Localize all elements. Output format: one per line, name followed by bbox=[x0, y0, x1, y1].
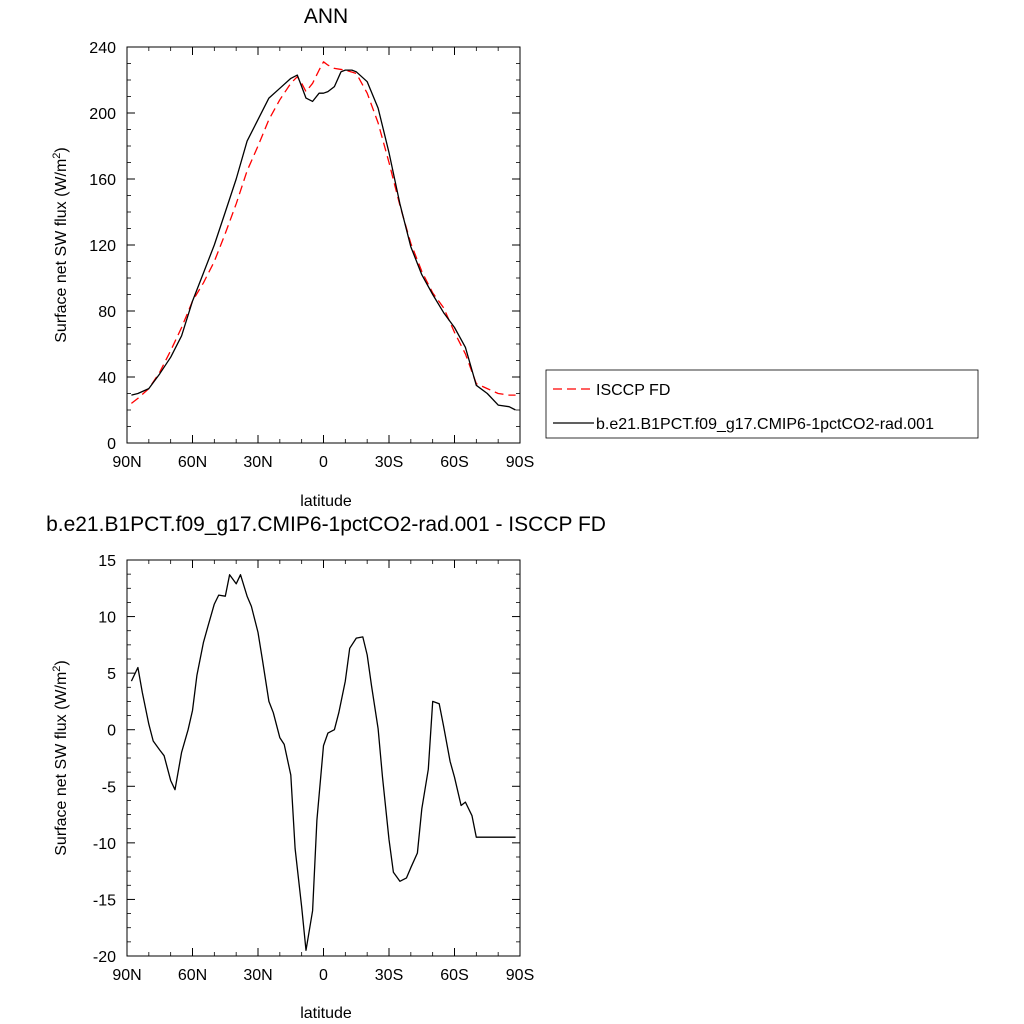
y-tick-label-bottom: -10 bbox=[93, 836, 116, 853]
x-axis-label-top: latitude bbox=[300, 493, 352, 510]
x-tick-label-top: 60S bbox=[440, 454, 468, 471]
axes-ticks-top: 90N 60N 30N 0 30S 60S 90S 0 40 80 120 160 200 240 bbox=[89, 40, 534, 471]
x-tick-label-bottom: 60N bbox=[178, 967, 207, 984]
y-tick-label-bottom: 0 bbox=[107, 723, 116, 740]
legend-label-isccp: ISCCP FD bbox=[596, 382, 670, 399]
series-lines-top bbox=[131, 61, 516, 411]
plot-frame-top bbox=[126, 46, 521, 444]
x-tick-label-top: 60N bbox=[178, 454, 207, 471]
chart-top: ANN 90N 60N 30N 0 30S 60S 90S 0 40 80 120 160 200 240… bbox=[51, 5, 534, 510]
x-tick-label-top: 0 bbox=[319, 454, 328, 471]
x-tick-label-top: 90N bbox=[112, 454, 141, 471]
x-tick-label-bottom: 0 bbox=[319, 967, 328, 984]
y-tick-label-top: 120 bbox=[89, 238, 116, 255]
chart-title-top: ANN bbox=[304, 5, 348, 28]
y-tick-label-bottom: -5 bbox=[102, 779, 116, 796]
y-tick-label-bottom: -15 bbox=[93, 892, 116, 909]
x-tick-label-top: 30N bbox=[243, 454, 272, 471]
y-tick-label-top: 80 bbox=[98, 304, 116, 321]
series-line-top-0 bbox=[131, 61, 516, 404]
series-lines-bottom bbox=[130, 574, 516, 951]
y-tick-label-top: 0 bbox=[107, 436, 116, 453]
legend: ISCCP FD b.e21.B1PCT.f09_g17.CMIP6-1pctC… bbox=[545, 369, 979, 439]
x-axis-label-bottom: latitude bbox=[300, 1005, 352, 1022]
y-tick-label-top: 160 bbox=[89, 172, 116, 189]
y-tick-label-bottom: 5 bbox=[107, 666, 116, 683]
y-tick-label-bottom: 15 bbox=[98, 553, 116, 570]
x-tick-label-top: 90S bbox=[506, 454, 534, 471]
x-tick-label-bottom: 90S bbox=[506, 967, 534, 984]
x-tick-label-top: 30S bbox=[375, 454, 403, 471]
y-tick-label-bottom: -20 bbox=[93, 949, 116, 966]
y-tick-label-bottom: 10 bbox=[98, 610, 116, 627]
axes-ticks-bottom: 90N 60N 30N 0 30S 60S 90S -20 -15 -10 -5 0 5 10 15 bbox=[93, 553, 534, 984]
y-axis-label-bottom: Surface net SW flux (W/m2) bbox=[51, 660, 70, 856]
y-tick-label-top: 40 bbox=[98, 370, 116, 387]
legend-label-model: b.e21.B1PCT.f09_g17.CMIP6-1pctCO2-rad.00… bbox=[596, 416, 934, 433]
chart-title-bottom: b.e21.B1PCT.f09_g17.CMIP6-1pctCO2-rad.00… bbox=[46, 513, 606, 536]
series-line-bottom-0 bbox=[130, 574, 516, 951]
y-axis-label-top: Surface net SW flux (W/m2) bbox=[51, 147, 70, 343]
y-tick-label-top: 200 bbox=[89, 106, 116, 123]
x-tick-label-bottom: 60S bbox=[440, 967, 468, 984]
legend-box bbox=[545, 369, 979, 439]
chart-bottom: b.e21.B1PCT.f09_g17.CMIP6-1pctCO2-rad.00… bbox=[46, 513, 606, 1022]
x-tick-label-bottom: 30S bbox=[375, 967, 403, 984]
series-line-top-1 bbox=[131, 69, 516, 411]
x-tick-label-bottom: 90N bbox=[112, 967, 141, 984]
plot-frame-bottom bbox=[126, 559, 521, 957]
y-tick-label-top: 240 bbox=[89, 40, 116, 57]
x-tick-label-bottom: 30N bbox=[243, 967, 272, 984]
